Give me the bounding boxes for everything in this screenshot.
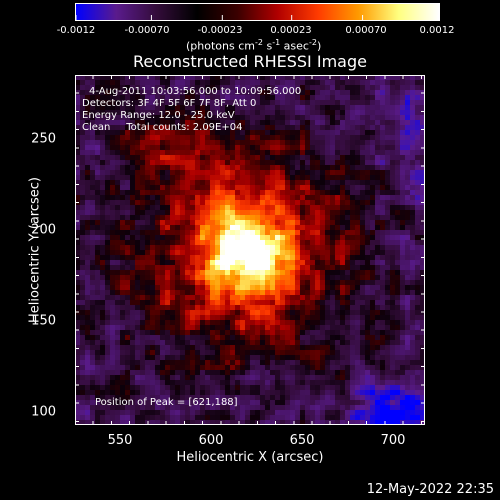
colorbar-ticks bbox=[75, 15, 439, 21]
colorbar-tick: 0.0012 bbox=[419, 25, 455, 36]
colorbar-tick: 0.00023 bbox=[270, 25, 312, 36]
colorbar bbox=[75, 3, 440, 21]
colorbar-tick: -0.0012 bbox=[56, 25, 96, 36]
x-tick-label: 700 bbox=[380, 433, 406, 448]
heatmap-cells bbox=[75, 75, 425, 425]
colorbar-tick: -0.00023 bbox=[197, 25, 243, 36]
heatmap-image bbox=[75, 75, 425, 425]
y-axis-label: Heliocentric Y (arcsec) bbox=[27, 177, 43, 323]
chart-title: Reconstructed RHESSI Image bbox=[133, 52, 367, 71]
x-tick-label: 600 bbox=[198, 433, 224, 448]
colorbar-tick: 0.00070 bbox=[345, 25, 387, 36]
colorbar-tick: -0.00070 bbox=[124, 25, 170, 36]
annotation-clean: Clean Total counts: 2.09E+04 bbox=[82, 122, 243, 133]
y-tick-label: 150 bbox=[31, 313, 56, 329]
annotation-detectors: Detectors: 3F 4F 5F 6F 7F 8F, Att 0 bbox=[82, 98, 257, 109]
x-axis-label: Heliocentric X (arcsec) bbox=[176, 450, 324, 465]
y-tick-label: 250 bbox=[31, 131, 56, 147]
timestamp: 12-May-2022 22:35 bbox=[366, 482, 494, 497]
annotation-peak: Position of Peak = [621,188] bbox=[95, 397, 238, 408]
x-tick-label: 650 bbox=[289, 433, 315, 448]
colorbar-unit-label: (photons cm-2 s-1 asec-2) bbox=[186, 38, 322, 53]
annotation-energy: Energy Range: 12.0 - 25.0 keV bbox=[82, 110, 235, 121]
y-tick-label: 100 bbox=[31, 404, 56, 420]
annotation-time: 4-Aug-2011 10:03:56.000 to 10:09:56.000 bbox=[89, 86, 302, 97]
y-tick-label: 200 bbox=[31, 222, 56, 238]
x-tick-label: 550 bbox=[107, 433, 133, 448]
